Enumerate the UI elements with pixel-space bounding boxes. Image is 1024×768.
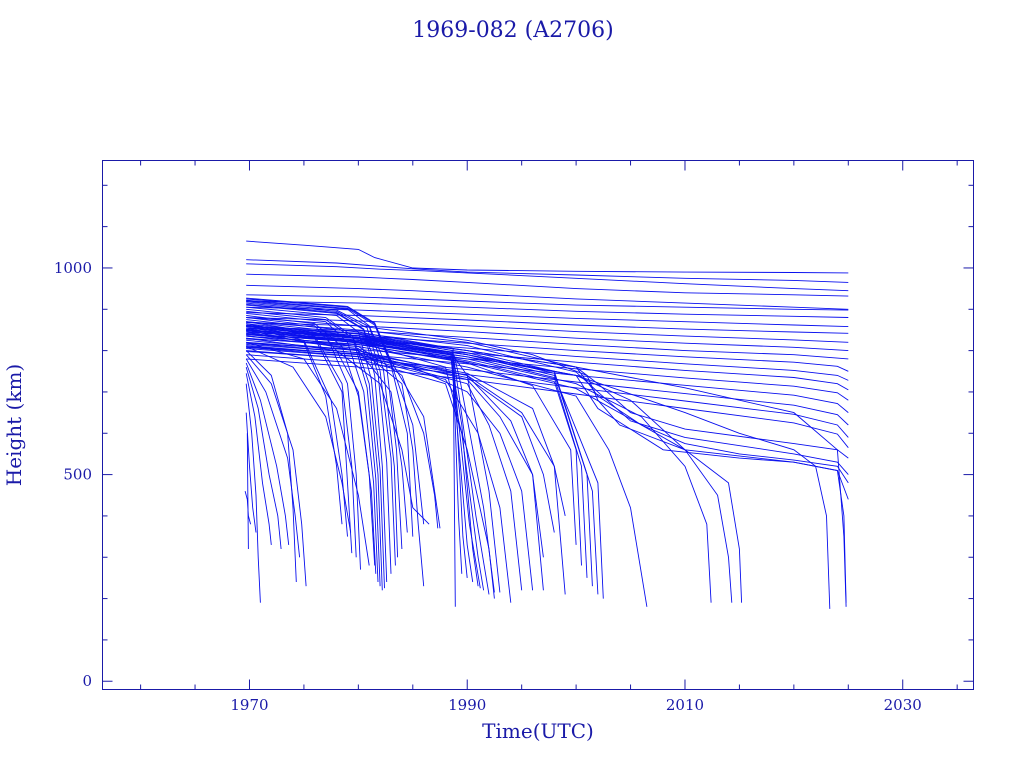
series-line	[245, 358, 301, 558]
series-line	[245, 373, 272, 545]
series-line	[246, 339, 534, 591]
series-line	[245, 354, 307, 587]
series-layer	[244, 240, 849, 609]
series-line	[246, 331, 588, 578]
series-line	[246, 328, 495, 593]
series-line	[245, 412, 257, 533]
series-line	[246, 302, 396, 566]
chart-title: 1969-082 (A2706)	[412, 18, 613, 43]
series-line	[246, 333, 439, 529]
series-line	[245, 383, 261, 603]
series-line	[246, 284, 849, 310]
series-line	[246, 300, 403, 550]
series-line	[246, 317, 847, 603]
series-line	[246, 299, 414, 537]
series-line	[246, 273, 849, 297]
series-line	[246, 342, 849, 401]
series-line	[246, 323, 468, 578]
series-line	[246, 315, 377, 574]
series-line	[246, 310, 381, 587]
x-tick-label: 1990	[448, 696, 486, 714]
series-line	[246, 337, 430, 525]
tick-labels: 1970 1990 2010 2030 0 500 1000	[54, 259, 922, 714]
axis-ticks	[102, 160, 974, 690]
series-line	[246, 304, 388, 583]
x-tick-label: 2030	[884, 696, 922, 714]
series-line	[246, 330, 501, 593]
series-line	[246, 300, 849, 318]
series-line	[246, 301, 399, 558]
series-line	[246, 321, 361, 570]
series-line	[246, 346, 352, 533]
series-line	[246, 348, 512, 603]
x-tick-label: 1970	[230, 696, 268, 714]
series-line	[246, 303, 392, 574]
series-line	[246, 325, 849, 475]
series-line	[246, 321, 849, 459]
series-line	[245, 366, 282, 550]
series-line	[246, 346, 555, 533]
series-line	[246, 325, 599, 595]
series-line	[246, 331, 408, 533]
series-line	[246, 335, 425, 587]
series-line	[246, 263, 849, 292]
series-line	[246, 327, 348, 537]
series-line	[246, 341, 370, 566]
series-line	[246, 259, 849, 283]
series-line	[246, 312, 379, 583]
series-line	[246, 346, 849, 413]
x-axis-label: Time(UTC)	[482, 719, 594, 743]
series-line	[246, 342, 566, 516]
series-line	[245, 350, 297, 583]
series-line	[246, 433, 249, 550]
series-line	[246, 327, 479, 587]
series-line	[245, 362, 290, 545]
y-tick-label: 0	[82, 672, 92, 690]
series-line	[246, 354, 849, 438]
series-line	[246, 326, 849, 360]
y-tick-label: 500	[63, 466, 92, 484]
series-line	[246, 298, 425, 525]
plot-frame	[102, 160, 974, 690]
y-tick-label: 1000	[54, 259, 92, 277]
series-line	[246, 329, 485, 591]
series-line	[246, 317, 376, 566]
series-line	[246, 335, 577, 545]
x-tick-label: 2010	[666, 696, 704, 714]
series-line	[246, 240, 849, 274]
series-line	[246, 319, 456, 607]
series-line	[246, 325, 353, 554]
series-line	[246, 308, 383, 591]
series-line	[246, 323, 357, 558]
y-axis-label: Height (km)	[2, 364, 26, 486]
series-line	[246, 297, 441, 529]
series-line	[246, 294, 849, 311]
series-line	[246, 345, 544, 558]
series-line	[246, 306, 849, 328]
